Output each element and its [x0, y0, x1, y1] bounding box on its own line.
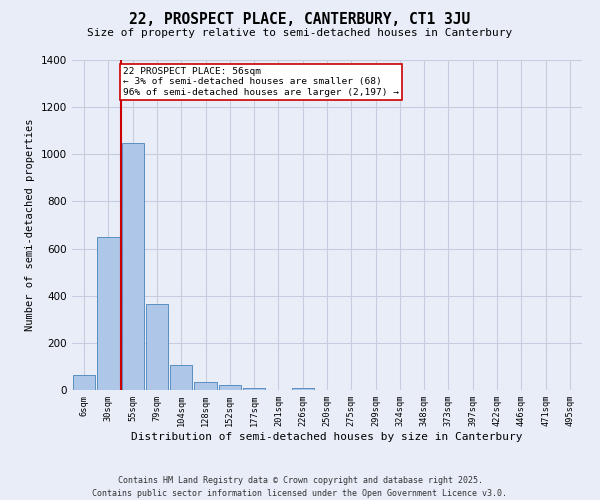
Bar: [97, 237, 119, 390]
Text: Contains public sector information licensed under the Open Government Licence v3: Contains public sector information licen…: [92, 489, 508, 498]
Text: Contains HM Land Registry data © Crown copyright and database right 2025.: Contains HM Land Registry data © Crown c…: [118, 476, 482, 485]
Text: Size of property relative to semi-detached houses in Canterbury: Size of property relative to semi-detach…: [88, 28, 512, 38]
Text: 22, PROSPECT PLACE, CANTERBURY, CT1 3JU: 22, PROSPECT PLACE, CANTERBURY, CT1 3JU: [130, 12, 470, 28]
Bar: [122, 142, 144, 390]
Bar: [170, 365, 193, 390]
Bar: [243, 388, 265, 390]
Text: 22 PROSPECT PLACE: 56sqm
← 3% of semi-detached houses are smaller (68)
96% of se: 22 PROSPECT PLACE: 56sqm ← 3% of semi-de…: [123, 67, 399, 97]
Y-axis label: Number of semi-detached properties: Number of semi-detached properties: [25, 118, 35, 331]
Bar: [146, 304, 168, 390]
Bar: [194, 382, 217, 390]
Bar: [73, 374, 95, 390]
Bar: [218, 386, 241, 390]
X-axis label: Distribution of semi-detached houses by size in Canterbury: Distribution of semi-detached houses by …: [131, 432, 523, 442]
Bar: [292, 388, 314, 390]
